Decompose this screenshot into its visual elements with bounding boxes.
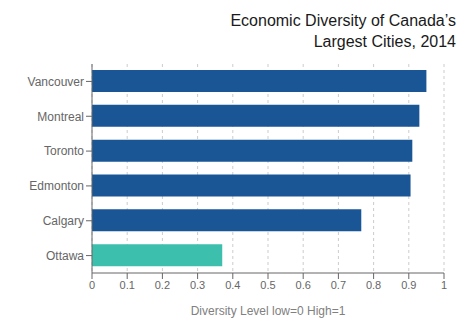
- svg-text:Edmonton: Edmonton: [29, 179, 84, 193]
- svg-text:0: 0: [89, 279, 95, 291]
- html-text:Largest Cities, 2014: Largest Cities, 2014: [313, 33, 456, 50]
- svg-text:Diversity Level low=0 High=1: Diversity Level low=0 High=1: [191, 304, 346, 318]
- svg-text:0.6: 0.6: [296, 279, 311, 291]
- html-text:Economic Diversity of Canada’s: Economic Diversity of Canada’s: [230, 12, 456, 29]
- svg-text:Ottawa: Ottawa: [46, 249, 84, 263]
- svg-text:Toronto: Toronto: [44, 144, 84, 158]
- svg-text:0.9: 0.9: [401, 279, 416, 291]
- svg-text:1: 1: [441, 279, 447, 291]
- svg-text:0.5: 0.5: [260, 279, 275, 291]
- svg-text:0.7: 0.7: [331, 279, 346, 291]
- svg-text:Vancouver: Vancouver: [28, 75, 84, 89]
- svg-text:0.2: 0.2: [155, 279, 170, 291]
- svg-text:Montreal: Montreal: [37, 110, 84, 124]
- svg-text:0.4: 0.4: [225, 279, 240, 291]
- svg-text:0.3: 0.3: [190, 279, 205, 291]
- svg-text:Calgary: Calgary: [43, 214, 84, 228]
- svg-text:0.8: 0.8: [366, 279, 381, 291]
- svg-text:0.1: 0.1: [120, 279, 135, 291]
